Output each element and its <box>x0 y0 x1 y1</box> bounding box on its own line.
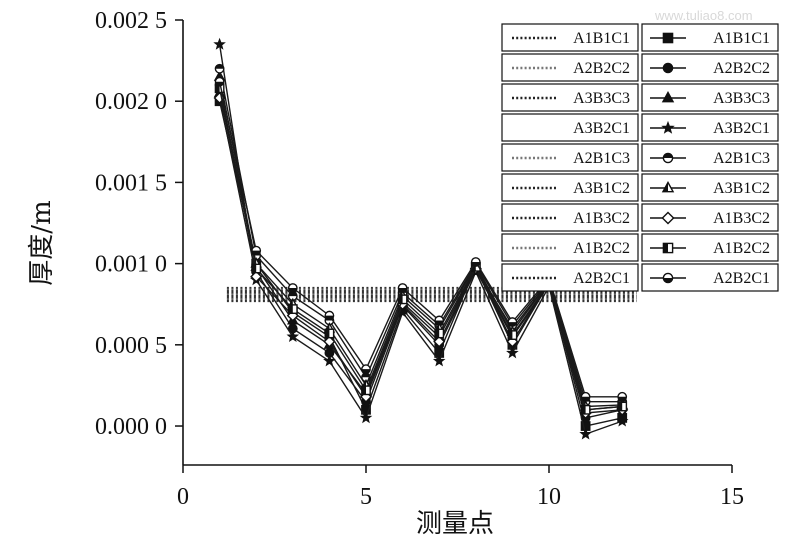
legend-marker-A3B2C1 <box>661 120 675 134</box>
data-point-A2B2C1 <box>324 310 335 321</box>
legend-label: A2B2C2 <box>573 60 630 77</box>
x-tick-label: 15 <box>720 484 744 510</box>
x-tick-label: 0 <box>177 484 189 510</box>
data-point-A2B2C1 <box>434 315 445 326</box>
data-point-A1B2C2 <box>287 304 298 314</box>
data-point-A2B2C1 <box>617 391 628 402</box>
plot-axes <box>182 20 732 466</box>
y-tick-label: 0.001 0 <box>95 252 167 278</box>
legend-label: A3B2C1 <box>713 120 770 137</box>
data-point-A3B2C1 <box>323 354 336 367</box>
legend-marker-A3B1C2 <box>661 181 675 193</box>
data-point-A1B2C2 <box>507 330 518 340</box>
legend-label: A1B3C2 <box>713 210 770 227</box>
legend-label: A1B2C2 <box>713 240 770 257</box>
data-point-A2B2C1 <box>397 283 408 293</box>
data-point-A2B2C1 <box>580 391 591 402</box>
data-point-A1B2C2 <box>434 328 445 339</box>
legend-marker-A1B3C2 <box>661 211 675 225</box>
series-line-A1B2C2 <box>218 88 623 411</box>
y-tick-label: 0.000 0 <box>95 414 167 440</box>
legend-label: A3B1C2 <box>573 180 630 197</box>
data-point-A2B2C1 <box>470 257 481 267</box>
data-point-A3B2C1 <box>506 346 519 359</box>
data-point-A2B1C3 <box>214 63 225 74</box>
legend-label: A1B2C2 <box>573 240 630 257</box>
legend-label: A3B1C2 <box>713 180 770 197</box>
data-point-A2B2C1 <box>214 76 225 87</box>
x-tick-label: 10 <box>537 484 561 510</box>
legend-label: A2B2C2 <box>713 60 770 77</box>
watermark-text: www.tuliao8.com <box>654 8 753 23</box>
data-point-A1B3C2 <box>433 335 446 348</box>
legend-label: A3B3C3 <box>713 90 770 107</box>
data-point-A2B1C3 <box>287 291 298 301</box>
legend-label: A1B1C1 <box>713 30 770 47</box>
legend-label: A1B3C2 <box>573 210 630 227</box>
x-axis-title: 测量点 <box>416 509 494 539</box>
data-point-A2B2C1 <box>507 317 518 327</box>
data-point-A1B2C2 <box>324 328 335 339</box>
legend-marker-A2B2C1 <box>662 272 674 284</box>
y-tick-label: 0.002 0 <box>95 89 167 115</box>
data-point-A3B2C1 <box>213 37 226 50</box>
legend-box-ref <box>501 113 639 142</box>
legend-label: A2B1C3 <box>713 150 770 167</box>
legend-label: A1B1C1 <box>573 30 630 47</box>
data-point-A2B2C1 <box>251 245 262 256</box>
y-axis-title: 厚度/m <box>27 200 57 285</box>
legend-label: A2B1C3 <box>573 150 630 167</box>
series-line-A2B2C1 <box>218 81 623 398</box>
data-point-A3B2C1 <box>359 411 373 424</box>
data-point-A1B2C2 <box>361 385 371 396</box>
series-line-A3B2C1 <box>218 44 623 436</box>
legend-marker-A2B2C2 <box>662 62 674 74</box>
legend-marker-A3B3C3 <box>661 91 675 103</box>
legend-marker-A1B2C2 <box>662 242 674 254</box>
data-point-A1B2C2 <box>580 404 591 415</box>
data-point-A3B2C1 <box>286 330 300 343</box>
data-point-A3B2C1 <box>432 354 446 367</box>
data-point-A1B2C2 <box>617 401 628 412</box>
legend-label: A2B2C1 <box>713 270 770 287</box>
data-point-A1B3C2 <box>250 270 263 283</box>
x-tick-label: 5 <box>360 484 372 510</box>
data-point-A1B2C2 <box>397 294 408 305</box>
axis-ticks: 0 5 10 15 0.000 0 0.000 5 0.001 0 0.001 5 0.002 … <box>95 8 744 510</box>
data-point-A3B2C1 <box>579 427 592 440</box>
data-point-A2B2C1 <box>361 364 371 375</box>
legend-marker-A1B1C1 <box>662 32 674 44</box>
legend-label: A2B2C1 <box>573 270 630 287</box>
y-tick-label: 0.002 5 <box>95 8 167 34</box>
legend-marker-A2B1C3 <box>662 152 674 164</box>
y-tick-label: 0.001 5 <box>95 170 167 196</box>
y-tick-label: 0.000 5 <box>95 333 167 359</box>
data-point-A2B2C1 <box>287 283 298 293</box>
legend-label: A3B3C3 <box>573 90 630 107</box>
legend-label: A3B2C1 <box>573 120 630 137</box>
data-point-A1B2C2 <box>251 263 262 274</box>
data-point-A3B2C1 <box>615 414 629 427</box>
legend: A1B1C1 A2B2C2 A3B3C3 A3B2C1 A2B1C3 A3B1C2 A1B3… <box>501 23 779 292</box>
